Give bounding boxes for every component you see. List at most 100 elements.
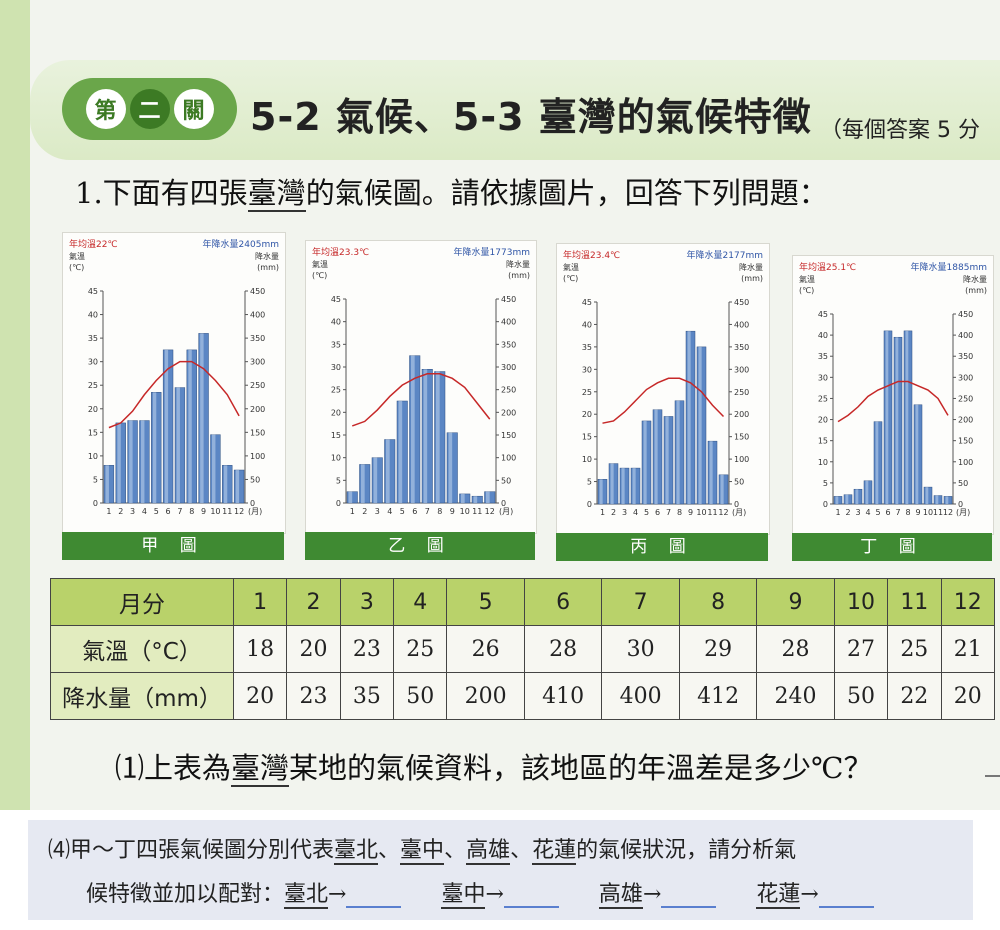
month-tick-label: 8 bbox=[677, 508, 682, 517]
rain-bar-highlight bbox=[845, 494, 849, 504]
question-1: 1.下面有四張臺灣的氣候圖。請依據圖片，回答下列問題： bbox=[75, 170, 828, 212]
table-month-cell: 9 bbox=[756, 578, 835, 626]
table-rain-cell: 20 bbox=[232, 672, 288, 720]
month-tick-label: 6 bbox=[166, 507, 171, 516]
rain-bar-highlight bbox=[117, 422, 121, 503]
temp-tick-label: 10 bbox=[88, 452, 98, 461]
temp-tick-label: 40 bbox=[88, 311, 98, 320]
table-rain-cell: 50 bbox=[393, 672, 448, 720]
temp-tick-label: 20 bbox=[88, 405, 98, 414]
rain-tick-label: 100 bbox=[501, 454, 516, 463]
table-month-cell: 10 bbox=[833, 578, 889, 626]
temp-tick-label: 20 bbox=[331, 408, 341, 417]
rain-tick-label: 350 bbox=[501, 340, 516, 349]
temp-tick-label: 45 bbox=[818, 310, 828, 319]
month-tick-label: 11 bbox=[472, 507, 482, 516]
rain-bar-highlight bbox=[348, 491, 353, 503]
rain-bar-highlight bbox=[643, 420, 647, 504]
rain-axis-title: 降水量 bbox=[963, 274, 987, 284]
rain-tick-label: 450 bbox=[250, 287, 265, 296]
table-month-cell: 12 bbox=[940, 578, 995, 626]
temperature-line bbox=[108, 360, 240, 429]
table-temp-cell: 29 bbox=[678, 625, 758, 673]
temp-tick-label: 30 bbox=[582, 365, 592, 374]
answer-blank-taichung[interactable] bbox=[503, 906, 559, 908]
rain-tick-label: 0 bbox=[250, 499, 255, 508]
rain-bar-highlight bbox=[223, 465, 228, 503]
temp-axis-title: (℃) bbox=[799, 286, 814, 295]
answer-blank-kaohsiung[interactable] bbox=[661, 906, 717, 908]
arrow: → bbox=[642, 882, 662, 907]
rain-bar-highlight bbox=[599, 479, 603, 504]
table-rain-cell: 400 bbox=[601, 672, 680, 720]
temperature-line bbox=[837, 380, 949, 423]
rain-bar-highlight bbox=[411, 355, 415, 503]
temperature-line bbox=[602, 377, 725, 424]
rain-tick-label: 250 bbox=[501, 386, 516, 395]
temp-tick-label: 10 bbox=[331, 454, 341, 463]
month-tick-label: 3 bbox=[375, 507, 380, 516]
rain-bar-highlight bbox=[486, 491, 490, 503]
month-tick-label: 7 bbox=[177, 507, 182, 516]
badge-char-2: 二 bbox=[129, 89, 170, 129]
rain-bar-highlight bbox=[915, 404, 919, 504]
rain-bar-highlight bbox=[935, 495, 939, 504]
rain-tick-label: 150 bbox=[958, 437, 973, 446]
table-month-cell: 8 bbox=[678, 578, 758, 626]
month-tick-label: 11 bbox=[933, 508, 943, 517]
rain-bar-highlight bbox=[105, 465, 109, 503]
rain-tick-label: 0 bbox=[958, 500, 963, 509]
caption-yi: 乙 圖 bbox=[305, 532, 535, 560]
question-2-taiwan: 臺灣 bbox=[231, 751, 290, 787]
table-temp-cell: 30 bbox=[601, 625, 680, 673]
month-unit-label: (月) bbox=[248, 507, 262, 516]
rain-tick-label: 100 bbox=[250, 452, 265, 461]
table-month-cell: 11 bbox=[887, 578, 942, 626]
rain-tick-label: 50 bbox=[734, 478, 744, 487]
table-temp-cell: 23 bbox=[339, 625, 395, 673]
answer-blank-taipei[interactable] bbox=[346, 906, 402, 908]
table-month-cell: 5 bbox=[446, 578, 525, 626]
rain-tick-label: 100 bbox=[734, 455, 749, 464]
temp-tick-label: 45 bbox=[582, 298, 592, 307]
rain-tick-label: 400 bbox=[250, 311, 265, 320]
month-tick-label: 10 bbox=[923, 508, 933, 517]
table-rain-cell: 20 bbox=[940, 672, 995, 720]
rain-bar-highlight bbox=[925, 487, 929, 504]
rain-bar-highlight bbox=[875, 421, 879, 504]
rain-axis-title: (mm) bbox=[965, 286, 987, 295]
month-tick-label: 6 bbox=[412, 507, 417, 516]
table-temp-cell: 18 bbox=[232, 625, 288, 673]
rain-bar-highlight bbox=[141, 420, 145, 503]
rain-tick-label: 50 bbox=[958, 479, 968, 488]
answer-blank-hualien[interactable] bbox=[818, 906, 874, 908]
q4-taipei-label: 臺北 bbox=[284, 882, 329, 909]
question-1-suffix: 的氣候圖。請依據圖片，回答下列問題： bbox=[305, 176, 828, 210]
rain-tick-label: 0 bbox=[501, 499, 506, 508]
rain-bar-highlight bbox=[361, 464, 365, 503]
question-2: ⑴上表為臺灣某地的氣候資料，該地區的年溫差是多少℃？ bbox=[115, 745, 872, 787]
temp-axis-title: 氣溫 bbox=[563, 262, 579, 272]
month-tick-label: 12 bbox=[234, 507, 244, 516]
rain-tick-label: 300 bbox=[958, 373, 973, 382]
table-temp-cell: 21 bbox=[940, 625, 995, 673]
q4-taipei: 臺北 bbox=[334, 838, 379, 865]
rain-bar-highlight bbox=[436, 371, 440, 503]
rain-bar-highlight bbox=[709, 441, 713, 504]
temp-tick-label: 40 bbox=[818, 331, 828, 340]
arrow: → bbox=[328, 882, 347, 907]
month-tick-label: 7 bbox=[425, 507, 430, 516]
rain-bar-highlight bbox=[665, 416, 669, 504]
table-temp-cell: 28 bbox=[756, 625, 835, 673]
q4-suffix: 的氣候狀況，請分析氣 bbox=[576, 838, 797, 863]
rain-tick-label: 200 bbox=[734, 410, 749, 419]
annual-rain-label: 年降水量1773mm bbox=[454, 246, 530, 258]
score-note: （每個答案 5 分 bbox=[820, 118, 980, 143]
month-unit-label: (月) bbox=[956, 508, 970, 517]
rain-bar-highlight bbox=[386, 439, 390, 503]
answer-blank-q1[interactable] bbox=[985, 775, 1000, 777]
climate-chart-bing: 年均溫23.4℃ 年降水量2177mm 氣溫 (℃) 降水量 (mm) 0 5 10 15 20 25… bbox=[556, 243, 770, 535]
table-temp-cell: 28 bbox=[523, 625, 603, 673]
temp-tick-label: 40 bbox=[582, 320, 592, 329]
table-month-cell: 4 bbox=[393, 578, 448, 626]
